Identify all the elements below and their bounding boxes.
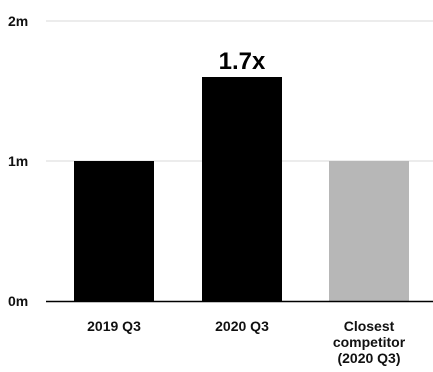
x-tick-label: Closest competitor (2020 Q3) bbox=[333, 318, 406, 366]
y-axis-ticks: 0m 1m 2m bbox=[8, 13, 28, 309]
bar bbox=[202, 77, 282, 301]
x-tick-label-line: 2019 Q3 bbox=[87, 318, 141, 334]
y-tick-label: 1m bbox=[8, 153, 28, 169]
x-tick-label-line: competitor bbox=[333, 334, 406, 350]
x-tick-label-line: (2020 Q3) bbox=[337, 350, 400, 366]
data-label: 1.7x bbox=[219, 48, 266, 75]
x-axis-ticks: 2019 Q3 2020 Q3 Closest competitor (2020 Q3) bbox=[87, 318, 406, 366]
x-tick-label-line: Closest bbox=[344, 318, 395, 334]
y-tick-label: 2m bbox=[8, 13, 28, 29]
bar bbox=[329, 161, 409, 301]
x-tick-label: 2019 Q3 bbox=[87, 318, 141, 334]
data-labels: 1.7x bbox=[219, 48, 266, 75]
x-tick-label: 2020 Q3 bbox=[215, 318, 269, 334]
bars bbox=[74, 77, 409, 301]
x-tick-label-line: 2020 Q3 bbox=[215, 318, 269, 334]
bar bbox=[74, 161, 154, 301]
y-tick-label: 0m bbox=[8, 293, 28, 309]
